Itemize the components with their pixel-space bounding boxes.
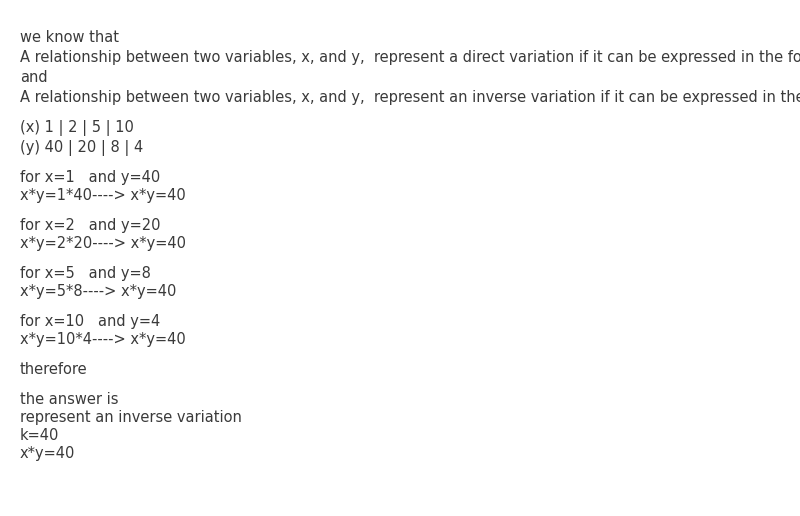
Text: x*y=5*8----> x*y=40: x*y=5*8----> x*y=40 [20, 284, 176, 299]
Text: for x=5   and y=8: for x=5 and y=8 [20, 266, 151, 281]
Text: A relationship between two variables, x, and y,  represent an inverse variation : A relationship between two variables, x,… [20, 90, 800, 105]
Text: (y) 40 | 20 | 8 | 4: (y) 40 | 20 | 8 | 4 [20, 140, 143, 156]
Text: (x) 1 | 2 | 5 | 10: (x) 1 | 2 | 5 | 10 [20, 120, 134, 136]
Text: and: and [20, 70, 48, 85]
Text: the answer is: the answer is [20, 392, 118, 407]
Text: for x=10   and y=4: for x=10 and y=4 [20, 314, 160, 329]
Text: represent an inverse variation: represent an inverse variation [20, 410, 242, 425]
Text: A relationship between two variables, x, and y,  represent a direct variation if: A relationship between two variables, x,… [20, 50, 800, 65]
Text: therefore: therefore [20, 362, 88, 377]
Text: for x=2   and y=20: for x=2 and y=20 [20, 218, 161, 233]
Text: x*y=1*40----> x*y=40: x*y=1*40----> x*y=40 [20, 188, 186, 203]
Text: x*y=10*4----> x*y=40: x*y=10*4----> x*y=40 [20, 332, 186, 347]
Text: for x=1   and y=40: for x=1 and y=40 [20, 170, 160, 185]
Text: x*y=40: x*y=40 [20, 446, 75, 461]
Text: x*y=2*20----> x*y=40: x*y=2*20----> x*y=40 [20, 236, 186, 251]
Text: we know that: we know that [20, 30, 119, 45]
Text: k=40: k=40 [20, 428, 59, 443]
